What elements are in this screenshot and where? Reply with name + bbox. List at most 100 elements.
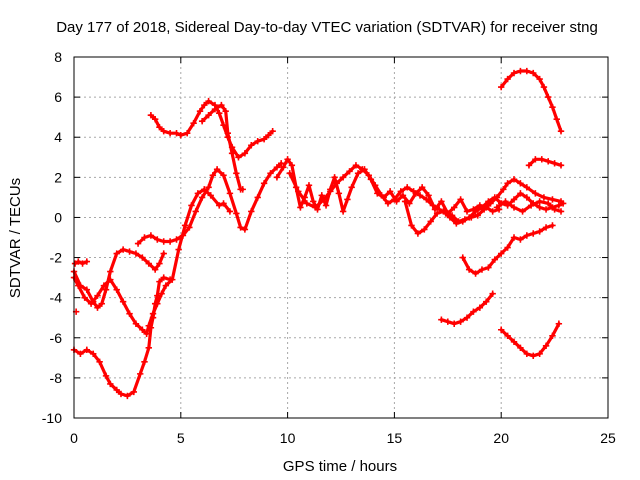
series-arc-f: [147, 97, 276, 161]
data-point: [365, 172, 372, 179]
data-point: [143, 330, 150, 337]
data-point: [559, 200, 567, 207]
data-point: [510, 234, 518, 241]
data-point: [551, 206, 558, 213]
data-point: [527, 202, 535, 209]
data-point: [94, 292, 101, 299]
data-point: [318, 192, 325, 199]
data-point: [354, 170, 362, 177]
data-point: [510, 204, 518, 211]
data-point: [75, 258, 82, 265]
data-point: [538, 156, 545, 163]
data-point: [117, 390, 125, 398]
data-point: [500, 186, 507, 193]
data-point: [254, 194, 261, 201]
series-line: [499, 322, 561, 358]
data-point: [457, 196, 464, 203]
data-point: [555, 320, 563, 327]
data-point: [237, 224, 244, 231]
data-point: [158, 290, 165, 297]
data-point: [408, 222, 415, 229]
data-point: [297, 204, 304, 211]
data-point: [220, 172, 227, 179]
data-point: [188, 202, 195, 209]
data-point: [523, 184, 531, 191]
series-line: [73, 260, 89, 266]
data-point: [160, 238, 167, 245]
data-point: [530, 230, 537, 237]
data-point: [218, 101, 225, 109]
series-arc-p: [498, 320, 563, 360]
data-point: [463, 314, 471, 321]
data-point: [523, 67, 531, 75]
series-line: [72, 187, 232, 336]
data-point: [557, 208, 565, 215]
x-tick-label: 20: [493, 430, 509, 446]
data-point: [425, 192, 432, 199]
data-point: [433, 210, 441, 217]
data-point: [453, 220, 460, 227]
data-point: [98, 300, 105, 307]
data-point: [77, 350, 84, 358]
grid-lines: [74, 57, 608, 418]
y-tick-label: -2: [50, 250, 63, 266]
data-point: [284, 156, 291, 163]
data-point: [269, 128, 276, 135]
data-point: [339, 208, 347, 215]
data-point: [107, 380, 114, 388]
data-point: [549, 222, 556, 229]
data-point: [485, 264, 492, 271]
data-point: [145, 322, 152, 329]
data-point: [352, 162, 360, 169]
data-point: [444, 318, 451, 325]
data-point: [523, 194, 531, 201]
data-point: [416, 192, 424, 199]
data-point: [532, 156, 539, 163]
series-arc-m: [525, 156, 565, 169]
data-point: [239, 186, 246, 193]
data-point: [184, 130, 191, 137]
data-point: [519, 208, 526, 215]
data-point: [113, 386, 120, 394]
data-point: [493, 204, 501, 211]
data-point: [94, 304, 101, 311]
data-point: [491, 256, 498, 263]
data-point: [305, 182, 313, 189]
data-point: [273, 164, 281, 171]
data-point: [186, 224, 193, 231]
data-point: [523, 232, 531, 239]
data-point: [397, 188, 405, 195]
data-point: [540, 194, 548, 201]
data-point: [90, 350, 97, 358]
y-tick-label: 4: [54, 129, 62, 145]
data-point: [536, 204, 543, 211]
data-point: [295, 188, 302, 195]
data-point: [359, 166, 366, 173]
data-point: [391, 196, 398, 203]
data-point: [504, 75, 511, 83]
data-point: [498, 250, 505, 257]
data-point: [228, 150, 236, 157]
data-point: [113, 250, 120, 257]
data-point: [498, 83, 505, 91]
data-point: [536, 228, 543, 235]
data-point: [549, 332, 556, 339]
data-point: [423, 196, 430, 203]
data-point: [322, 202, 330, 209]
data-point: [141, 358, 148, 366]
data-point: [119, 298, 127, 305]
data-point: [491, 194, 498, 201]
data-point: [451, 320, 458, 327]
data-point: [139, 254, 146, 261]
data-point: [192, 208, 199, 215]
data-point: [440, 208, 447, 215]
data-point: [179, 232, 187, 239]
data-point: [124, 392, 131, 400]
data-point: [510, 69, 518, 77]
data-point: [273, 174, 281, 181]
data-point: [147, 232, 155, 239]
data-point: [386, 188, 394, 195]
data-point: [429, 202, 437, 209]
data-point: [335, 190, 343, 197]
data-point: [476, 304, 484, 311]
